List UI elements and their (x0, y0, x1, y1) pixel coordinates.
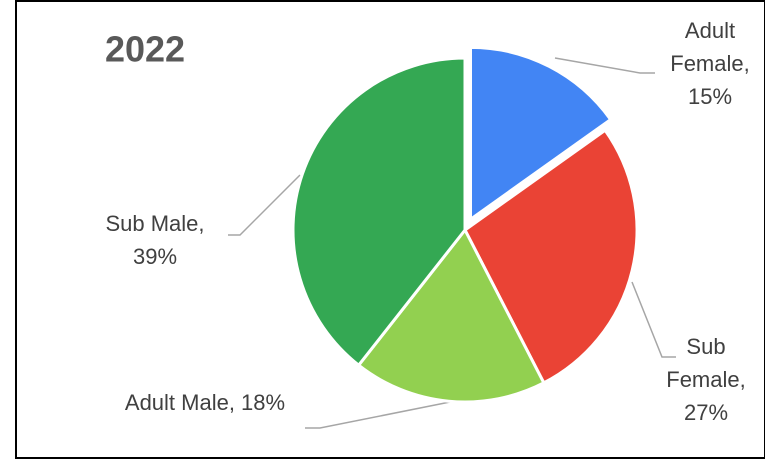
pie-slice (463, 128, 639, 385)
chart-title: 2022 (105, 29, 185, 70)
data-label-line: Adult (685, 18, 735, 43)
leader-line (554, 57, 655, 74)
data-label-line: Sub (686, 334, 725, 359)
data-label-line: Sub Male, (105, 211, 204, 236)
pie-slice (468, 45, 613, 223)
leader-line (631, 281, 676, 358)
data-label-line: Adult Male, 18% (125, 390, 285, 415)
data-label-line: Female, (666, 367, 745, 392)
data-label-line: 15% (688, 84, 732, 109)
data-label-line: Female, (670, 51, 749, 76)
pie-slice (356, 227, 546, 404)
data-label-line: 27% (684, 400, 728, 425)
leader-line (228, 174, 301, 236)
leader-line (305, 401, 451, 429)
data-label: Adult Female, 15% (670, 18, 749, 109)
data-label: Sub Male, 39% (105, 211, 204, 269)
data-label: Adult Male, 18% (125, 390, 285, 415)
data-label-line: 39% (133, 244, 177, 269)
leader-lines (228, 57, 676, 429)
pie-slice (291, 56, 467, 368)
data-label: Sub Female, 27% (666, 334, 745, 425)
